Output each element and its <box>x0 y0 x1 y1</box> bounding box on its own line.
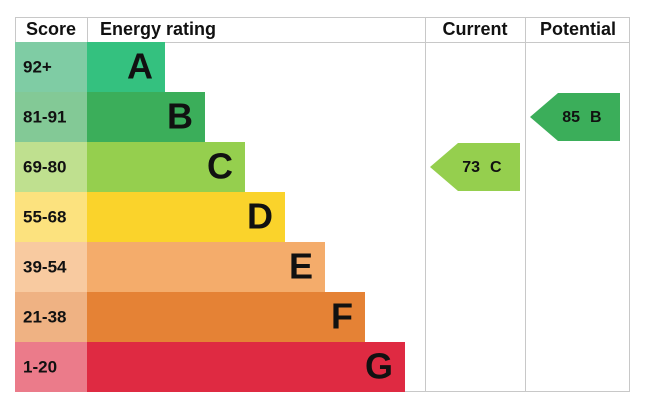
score-label: 69-80 <box>23 157 66 176</box>
score-label: 92+ <box>23 57 52 76</box>
score-label: 39-54 <box>23 257 67 276</box>
rating-letter: D <box>247 196 273 237</box>
header-current: Current <box>442 19 507 39</box>
header-score: Score <box>26 19 76 39</box>
rating-bar <box>87 292 365 342</box>
rating-letter: C <box>207 146 233 187</box>
rating-bar <box>87 192 285 242</box>
score-cell <box>15 292 87 342</box>
rating-letter: F <box>331 296 353 337</box>
header-potential: Potential <box>540 19 616 39</box>
header-rating: Energy rating <box>100 19 216 39</box>
rating-letter: E <box>289 246 313 287</box>
current-letter: C <box>490 159 502 176</box>
rating-bar <box>87 142 245 192</box>
rating-bar <box>87 42 165 92</box>
score-cell <box>15 142 87 192</box>
rating-bar <box>87 342 405 392</box>
score-cell <box>15 192 87 242</box>
score-label: 55-68 <box>23 207 66 226</box>
rating-bar <box>87 92 205 142</box>
rating-letter: G <box>365 346 393 387</box>
score-label: 81-91 <box>23 107 66 126</box>
score-label: 21-38 <box>23 307 66 326</box>
rating-letter: A <box>127 46 153 87</box>
score-cell <box>15 92 87 142</box>
score-cell <box>15 242 87 292</box>
potential-arrow <box>530 93 620 141</box>
potential-value: 85 <box>562 109 580 126</box>
rating-bar <box>87 242 325 292</box>
score-label: 1-20 <box>23 357 57 376</box>
score-cell <box>15 42 87 92</box>
potential-letter: B <box>590 109 602 126</box>
score-cell <box>15 342 87 392</box>
current-arrow <box>430 143 520 191</box>
rating-letter: B <box>167 96 193 137</box>
current-value: 73 <box>462 159 480 176</box>
